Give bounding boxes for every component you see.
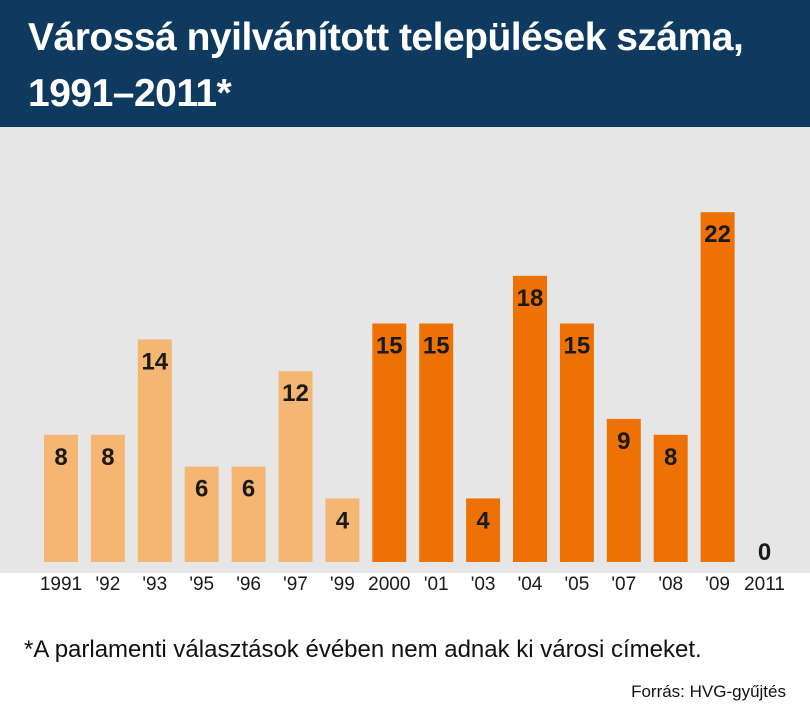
value-label: 15 [376,333,403,360]
category-label: '95 [189,574,214,595]
category-label: '92 [96,574,121,595]
chart-header: Várossá nyilvánított települések száma, … [0,0,810,127]
category-label: 1991 [40,574,82,595]
value-label: 15 [564,333,591,360]
category-label: '03 [471,574,496,595]
value-label: 8 [54,444,67,471]
value-label: 0 [758,539,771,566]
value-label: 15 [423,333,450,360]
value-label: 22 [704,221,731,248]
category-label: '08 [658,574,683,595]
bar [559,323,594,562]
bar [231,466,266,562]
bar [325,498,360,562]
bar [44,434,78,562]
value-label: 4 [476,507,490,534]
category-label: 2011 [744,574,785,595]
footnote: *A parlamenti választások évében nem adn… [24,636,702,663]
value-label: 6 [242,476,255,503]
bar [278,371,313,562]
bar [372,323,407,562]
bar [184,466,219,562]
chart-title: Várossá nyilvánított települések száma, … [28,16,744,115]
value-label: 18 [517,285,544,312]
value-label: 14 [141,348,168,375]
bar [466,498,501,562]
value-label: 8 [664,444,677,471]
category-label: 2000 [368,574,410,595]
bar [606,418,641,562]
bar [137,339,172,562]
bar-chart: 8 1991 8 '92 14 '93 6 '95 6 '96 12 '97 4 '99 15 2000 15 '… [40,212,785,595]
category-label: '09 [705,574,730,595]
source-note: Forrás: HVG-gyűjtés [631,682,786,701]
category-label: '05 [565,574,590,595]
category-label: '07 [611,574,636,595]
category-label: '93 [142,574,167,595]
bar [513,275,547,562]
category-label: '96 [236,574,261,595]
bar [700,212,735,562]
value-label: 6 [195,476,208,503]
category-label: '01 [424,574,449,595]
value-label: 4 [336,507,350,534]
category-label: '04 [518,574,543,595]
bar [90,434,125,562]
value-label: 12 [282,380,309,407]
bar [653,434,688,562]
bar [419,323,454,562]
category-label: '99 [330,574,355,595]
value-label: 8 [101,444,114,471]
category-label: '97 [283,574,308,595]
value-label: 9 [617,428,630,455]
plot-area: 8 1991 8 '92 14 '93 6 '95 6 '96 12 '97 4 '99 15 2000 15 '… [0,127,810,595]
